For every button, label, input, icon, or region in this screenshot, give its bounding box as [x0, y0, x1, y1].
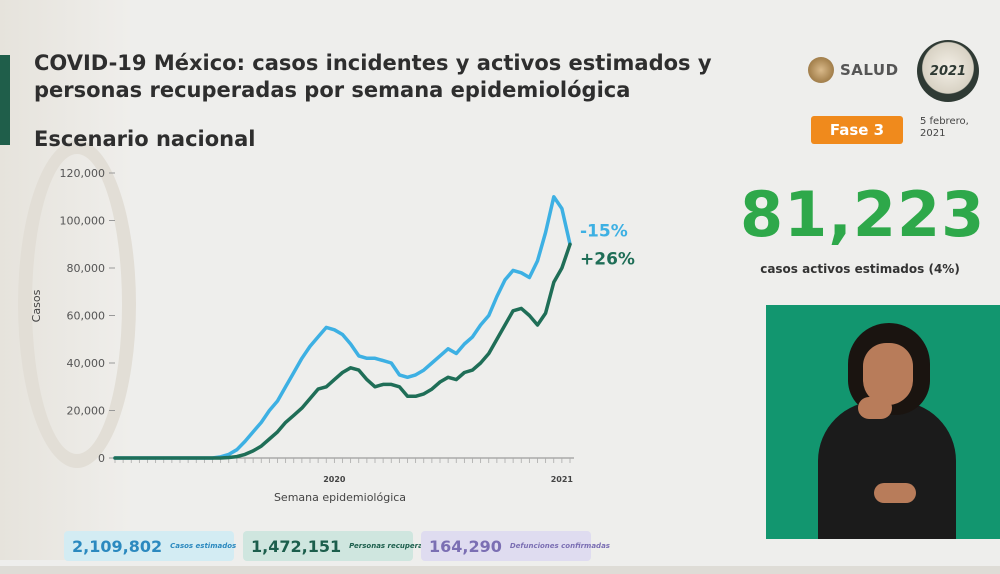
estimated-cases-stat: 2,109,802 Casos estimados — [64, 531, 237, 561]
sign-language-interpreter-video — [766, 305, 1000, 539]
deaths-value: 164,290 — [429, 536, 502, 556]
y-axis: 0 20,000 40,000 60,000 80,000 100,000 120,000 — [60, 167, 115, 465]
estimated-cases-label: Casos estimados — [170, 542, 237, 550]
badge-year: 2021 — [929, 63, 967, 79]
interpreter-body — [818, 401, 956, 539]
chart-subtitle: Escenario nacional — [34, 127, 256, 151]
recovered-value: 1,472,151 — [251, 536, 342, 556]
salud-logo-text: SALUD — [840, 61, 899, 79]
interpreter-hand — [858, 397, 892, 419]
accent-bar — [0, 55, 10, 145]
series-layer: -15% +26% — [113, 195, 635, 460]
estimated-cases-value: 2,109,802 — [72, 536, 163, 556]
y-tick-label: 20,000 — [67, 405, 106, 418]
y-tick-label: 100,000 — [60, 215, 106, 228]
footer-strip — [0, 566, 1000, 574]
active-cases-label: casos activos estimados (4%) — [760, 262, 960, 276]
x-axis-label: Semana epidemiológica — [274, 491, 406, 504]
y-tick-label: 120,000 — [60, 167, 106, 180]
recovered-stat: 1,472,151 Personas recuperadas — [243, 531, 437, 561]
mexico-seal-icon — [808, 57, 834, 83]
y-tick-label: 60,000 — [67, 310, 106, 323]
y-axis-label: Casos — [30, 289, 43, 322]
interpreter-face — [863, 343, 913, 405]
series-change-label: -15% — [580, 221, 628, 241]
y-tick-label: 40,000 — [67, 357, 106, 370]
page-title: COVID-19 México: casos incidentes y acti… — [34, 51, 712, 102]
salud-logo: SALUD — [808, 54, 899, 86]
series-line — [113, 242, 572, 460]
year-label: 2020 — [323, 475, 346, 484]
y-tick-label: 0 — [98, 452, 105, 465]
year-label: 2021 — [551, 475, 574, 484]
deaths-label: Defunciones confirmadas — [509, 542, 610, 550]
x-axis: 2020 2021 — [114, 457, 574, 484]
recovered-label: Personas recuperadas — [349, 542, 437, 550]
anniversary-badge-icon: 2021 — [917, 40, 979, 102]
report-date: 5 febrero, 2021 — [920, 116, 969, 139]
y-tick-label: 80,000 — [67, 262, 106, 275]
series-change-label: +26% — [580, 249, 635, 269]
deaths-stat: 164,290 Defunciones confirmadas — [421, 531, 610, 561]
active-cases-value: 81,223 — [740, 178, 986, 251]
phase-badge: Fase 3 — [811, 116, 903, 144]
interpreter-hand — [874, 483, 916, 503]
